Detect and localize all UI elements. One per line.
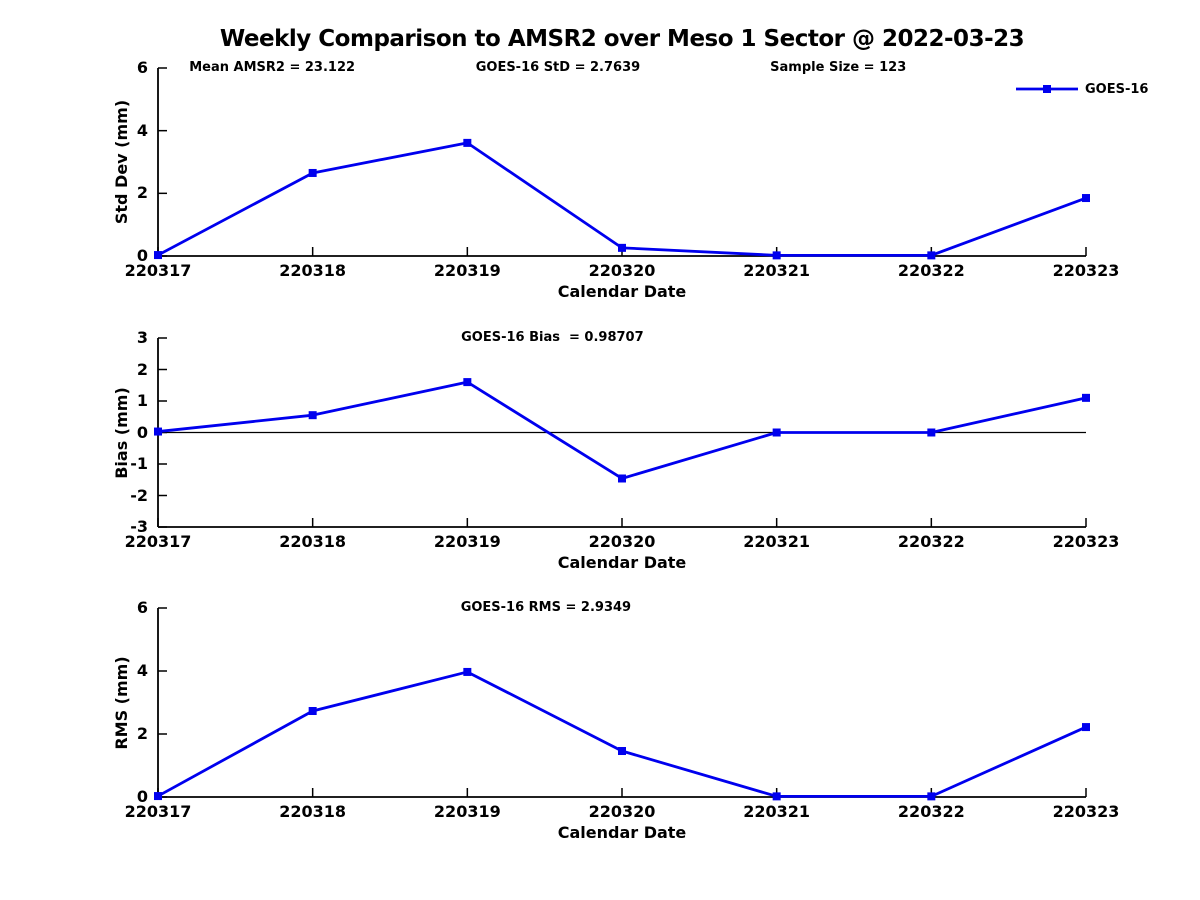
- data-point-marker-std-dev: [1082, 194, 1090, 203]
- y-tick-label-rms: 2: [136, 724, 148, 743]
- x-tick-label-rms: 220318: [279, 802, 347, 821]
- y-axis-label-rms: RMS (mm): [112, 655, 131, 750]
- data-point-marker-rms: [772, 792, 781, 801]
- data-point-marker-bias: [463, 378, 472, 387]
- x-tick-label-std-dev: 220317: [124, 261, 192, 280]
- x-tick-label-rms: 220321: [743, 802, 811, 821]
- x-tick-label-std-dev: 220318: [279, 261, 347, 280]
- data-point-marker-rms: [308, 707, 317, 716]
- x-tick-label-bias: 220321: [743, 532, 811, 551]
- data-point-marker-rms: [463, 667, 472, 676]
- data-point-marker-rms: [154, 792, 162, 801]
- y-tick-label-bias: 3: [136, 328, 148, 347]
- x-tick-label-std-dev: 220323: [1052, 261, 1120, 280]
- y-axis-label-bias: Bias (mm): [112, 386, 131, 479]
- series-line-std-dev: [157, 141, 1087, 257]
- figure-title: Weekly Comparison to AMSR2 over Meso 1 S…: [219, 26, 1025, 52]
- x-tick-label-std-dev: 220319: [433, 261, 501, 280]
- y-tick-label-std-dev: 0: [136, 246, 148, 265]
- x-tick-label-rms: 220322: [897, 802, 965, 821]
- x-tick-label-bias: 220323: [1052, 532, 1120, 551]
- legend-square-marker: [1043, 85, 1051, 93]
- x-tick-label-std-dev: 220321: [743, 261, 811, 280]
- y-tick-label-rms: 4: [136, 661, 148, 680]
- x-tick-label-bias: 220318: [279, 532, 347, 551]
- data-point-marker-std-dev: [463, 138, 472, 147]
- legend: GOES-16: [1016, 80, 1148, 98]
- data-point-marker-rms: [1082, 723, 1090, 732]
- y-tick-label-std-dev: 6: [136, 58, 148, 77]
- y-tick-label-bias: 2: [136, 359, 148, 379]
- y-tick-label-rms: 0: [136, 787, 148, 806]
- data-point-marker-std-dev: [618, 243, 626, 252]
- y-tick-label-bias: -3: [130, 517, 148, 536]
- data-point-marker-std-dev: [308, 168, 317, 177]
- y-axis-label-std-dev: Std Dev (mm): [112, 99, 131, 225]
- data-point-marker-rms: [927, 792, 936, 801]
- annotation-bias-0: GOES-16 Bias = 0.98707: [461, 330, 644, 345]
- y-tick-label-std-dev: 2: [136, 183, 148, 203]
- y-tick-label-bias: -1: [130, 454, 148, 473]
- data-point-marker-std-dev: [154, 251, 162, 260]
- y-tick-label-bias: -2: [130, 485, 148, 505]
- x-tick-label-rms: 220320: [588, 802, 656, 821]
- x-tick-label-rms: 220317: [124, 802, 192, 821]
- data-point-marker-std-dev: [772, 251, 781, 260]
- annotation-rms-0: GOES-16 RMS = 2.9349: [460, 600, 632, 615]
- series-line-bias: [157, 380, 1087, 480]
- x-tick-label-bias: 220317: [124, 532, 192, 551]
- data-point-marker-std-dev: [927, 251, 936, 260]
- x-tick-label-rms: 220319: [433, 802, 501, 821]
- data-point-marker-bias: [154, 427, 162, 436]
- annotation-std-dev-1: GOES-16 StD = 2.7639: [475, 60, 641, 75]
- x-tick-label-std-dev: 220322: [897, 261, 965, 280]
- data-point-marker-bias: [772, 428, 781, 437]
- x-tick-label-bias: 220319: [433, 532, 501, 551]
- y-tick-label-rms: 6: [136, 598, 148, 617]
- x-axis-label-std-dev: Calendar Date: [557, 282, 687, 301]
- y-tick-label-bias: 0: [136, 422, 148, 442]
- x-tick-label-rms: 220323: [1052, 802, 1120, 821]
- series-line-rms: [157, 670, 1087, 798]
- data-point-marker-rms: [618, 747, 626, 756]
- x-tick-label-bias: 220320: [588, 532, 656, 551]
- x-axis-label-rms: Calendar Date: [557, 823, 687, 842]
- annotation-std-dev-2: Sample Size = 123: [770, 60, 907, 75]
- legend-label: GOES-16: [1085, 81, 1149, 97]
- data-point-marker-bias: [1082, 393, 1090, 402]
- annotation-std-dev-0: Mean AMSR2 = 23.122: [189, 60, 356, 75]
- data-point-marker-bias: [308, 411, 317, 420]
- legend-line-marker-icon: [1016, 85, 1078, 93]
- x-tick-label-std-dev: 220320: [588, 261, 656, 280]
- x-tick-label-bias: 220322: [897, 532, 965, 551]
- data-point-marker-bias: [618, 474, 626, 483]
- y-tick-label-bias: 1: [136, 391, 148, 410]
- data-point-marker-bias: [927, 428, 936, 437]
- x-axis-label-bias: Calendar Date: [557, 553, 687, 572]
- y-tick-label-std-dev: 4: [136, 120, 148, 140]
